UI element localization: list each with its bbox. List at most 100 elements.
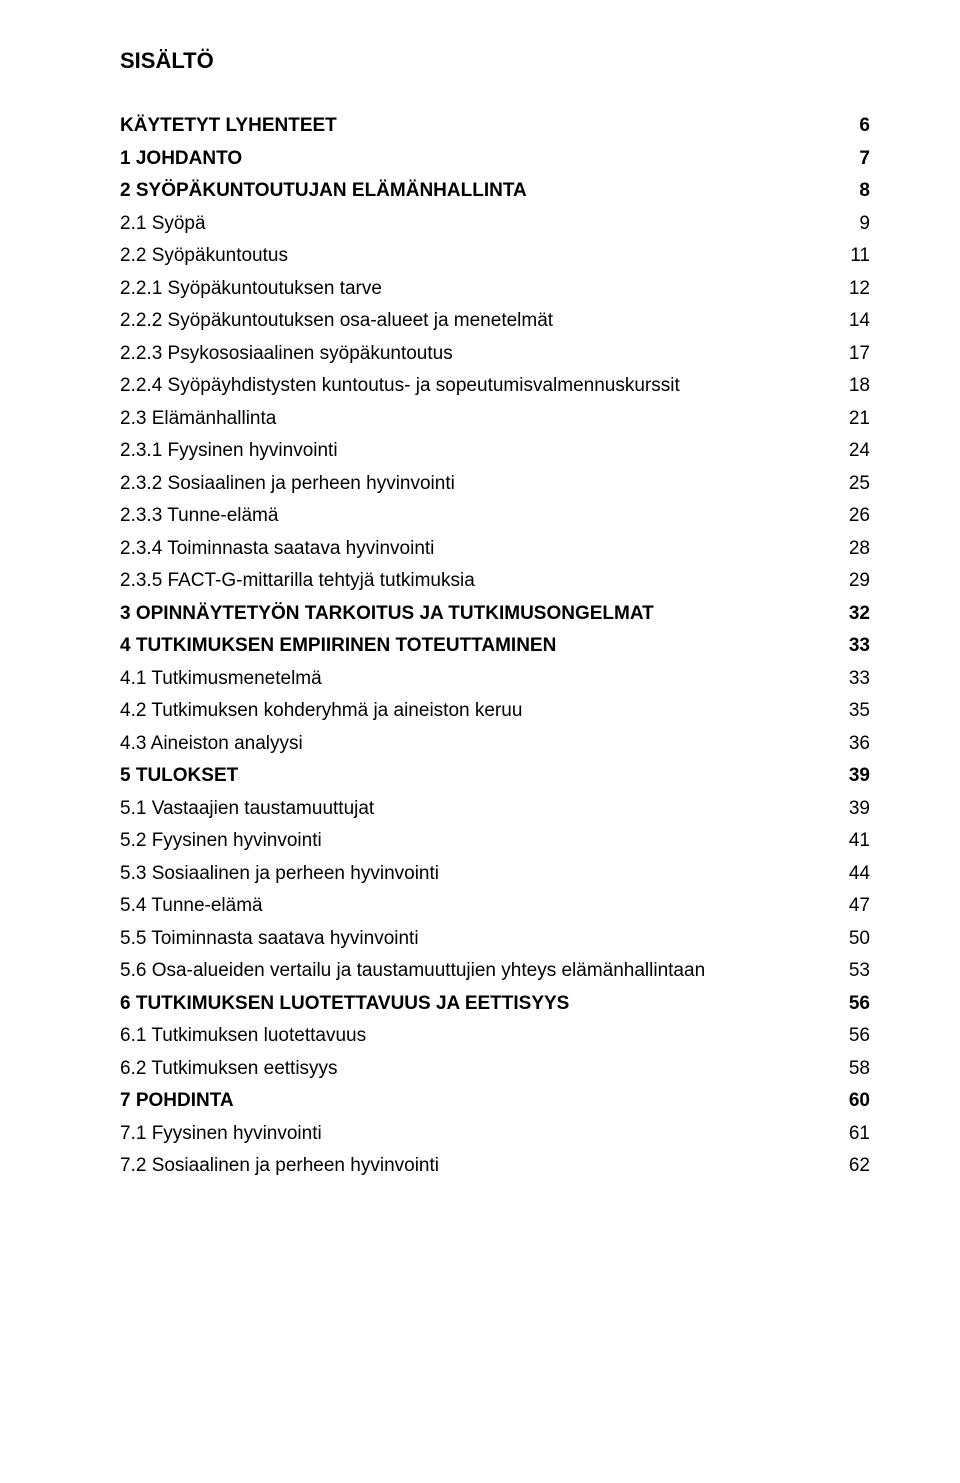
toc-label: 3 OPINNÄYTETYÖN TARKOITUS JA TUTKIMUSONG… [120, 604, 654, 623]
toc-label: 6 TUTKIMUKSEN LUOTETTAVUUS JA EETTISYYS [120, 994, 569, 1013]
toc-row: 5.5 Toiminnasta saatava hyvinvointi 50 [120, 929, 870, 948]
toc-row: 6.1 Tutkimuksen luotettavuus 56 [120, 1026, 870, 1045]
toc-label: 2.2 Syöpäkuntoutus [120, 246, 288, 265]
toc-label: 2.3.4 Toiminnasta saatava hyvinvointi [120, 539, 434, 558]
toc-page-number: 28 [834, 539, 870, 558]
toc-row: 4.3 Aineiston analyysi 36 [120, 734, 870, 753]
toc-page-number: 60 [834, 1091, 870, 1110]
toc-row: 2.3.5 FACT-G-mittarilla tehtyjä tutkimuk… [120, 571, 870, 590]
toc-page-number: 41 [834, 831, 870, 850]
toc-page-number: 58 [834, 1059, 870, 1078]
toc-page-number: 39 [834, 799, 870, 818]
toc-page-number: 21 [834, 409, 870, 428]
toc-label: 2 SYÖPÄKUNTOUTUJAN ELÄMÄNHALLINTA [120, 181, 527, 200]
toc-page-number: 56 [834, 1026, 870, 1045]
toc-page-number: 18 [834, 376, 870, 395]
toc-page-number: 39 [834, 766, 870, 785]
toc-page-number: 32 [834, 604, 870, 623]
toc-label: 4 TUTKIMUKSEN EMPIIRINEN TOTEUTTAMINEN [120, 636, 556, 655]
toc-row: 1 JOHDANTO 7 [120, 149, 870, 168]
toc-row: 5.3 Sosiaalinen ja perheen hyvinvointi 44 [120, 864, 870, 883]
toc-page-number: 29 [834, 571, 870, 590]
toc-label: 2.1 Syöpä [120, 214, 206, 233]
toc-row: 2.2.1 Syöpäkuntoutuksen tarve 12 [120, 279, 870, 298]
toc-row: 7.1 Fyysinen hyvinvointi 61 [120, 1124, 870, 1143]
toc-label: 2.2.1 Syöpäkuntoutuksen tarve [120, 279, 382, 298]
toc-label: 7.1 Fyysinen hyvinvointi [120, 1124, 322, 1143]
toc-row: 6 TUTKIMUKSEN LUOTETTAVUUS JA EETTISYYS 5… [120, 994, 870, 1013]
toc-label: 4.1 Tutkimusmenetelmä [120, 669, 322, 688]
toc-label: 2.3.1 Fyysinen hyvinvointi [120, 441, 338, 460]
toc-row: KÄYTETYT LYHENTEET 6 [120, 116, 870, 135]
toc-row: 5.2 Fyysinen hyvinvointi 41 [120, 831, 870, 850]
toc-page-number: 26 [834, 506, 870, 525]
toc-row: 2.2.4 Syöpäyhdistysten kuntoutus- ja sop… [120, 376, 870, 395]
toc-row: 5 TULOKSET 39 [120, 766, 870, 785]
toc-page-number: 11 [834, 246, 870, 265]
toc-label: 5.5 Toiminnasta saatava hyvinvointi [120, 929, 419, 948]
toc-page-number: 36 [834, 734, 870, 753]
toc-row: 2.3.4 Toiminnasta saatava hyvinvointi 28 [120, 539, 870, 558]
toc-page-number: 56 [834, 994, 870, 1013]
toc-row: 2.3.1 Fyysinen hyvinvointi 24 [120, 441, 870, 460]
toc-row: 7.2 Sosiaalinen ja perheen hyvinvointi62 [120, 1156, 870, 1175]
page-title: SISÄLTÖ [120, 48, 870, 74]
toc-row: 4.1 Tutkimusmenetelmä 33 [120, 669, 870, 688]
toc-row: 5.6 Osa-alueiden vertailu ja taustamuutt… [120, 961, 870, 980]
toc-row: 2.1 Syöpä 9 [120, 214, 870, 233]
toc-label: 5 TULOKSET [120, 766, 238, 785]
toc-page-number: 8 [834, 181, 870, 200]
toc-page-number: 17 [834, 344, 870, 363]
toc-page-number: 12 [834, 279, 870, 298]
toc-row: 6.2 Tutkimuksen eettisyys 58 [120, 1059, 870, 1078]
toc-page-number: 35 [834, 701, 870, 720]
toc-page-number: 14 [834, 311, 870, 330]
toc-label: 5.1 Vastaajien taustamuuttujat [120, 799, 374, 818]
toc-row: 2.2.3 Psykososiaalinen syöpäkuntoutus 17 [120, 344, 870, 363]
toc-page-number: 44 [834, 864, 870, 883]
toc-page-number: 9 [834, 214, 870, 233]
toc-page-number: 25 [834, 474, 870, 493]
toc-page-number: 33 [834, 636, 870, 655]
toc-label: 5.4 Tunne-elämä [120, 896, 263, 915]
toc-label: 7 POHDINTA [120, 1091, 234, 1110]
toc-row: 5.1 Vastaajien taustamuuttujat 39 [120, 799, 870, 818]
toc-label: 2.3 Elämänhallinta [120, 409, 276, 428]
toc-page-number: 24 [834, 441, 870, 460]
toc-page-number: 33 [834, 669, 870, 688]
toc-page-number: 62 [834, 1156, 870, 1175]
toc-row: 7 POHDINTA 60 [120, 1091, 870, 1110]
toc-page-number: 50 [834, 929, 870, 948]
toc-row: 5.4 Tunne-elämä 47 [120, 896, 870, 915]
toc-label: 2.2.3 Psykososiaalinen syöpäkuntoutus [120, 344, 453, 363]
toc-row: 2.3.3 Tunne-elämä 26 [120, 506, 870, 525]
toc-label: 5.6 Osa-alueiden vertailu ja taustamuutt… [120, 961, 705, 980]
toc-label: 5.3 Sosiaalinen ja perheen hyvinvointi [120, 864, 439, 883]
toc-label: 4.2 Tutkimuksen kohderyhmä ja aineiston … [120, 701, 522, 720]
toc-list: KÄYTETYT LYHENTEET 6 1 JOHDANTO 7 2 SYÖPÄKUN… [120, 116, 870, 1175]
toc-page-number: 7 [834, 149, 870, 168]
toc-row: 2 SYÖPÄKUNTOUTUJAN ELÄMÄNHALLINTA 8 [120, 181, 870, 200]
toc-row: 2.3.2 Sosiaalinen ja perheen hyvinvointi… [120, 474, 870, 493]
toc-label: 2.2.2 Syöpäkuntoutuksen osa-alueet ja me… [120, 311, 553, 330]
toc-row: 4 TUTKIMUKSEN EMPIIRINEN TOTEUTTAMINEN 33 [120, 636, 870, 655]
toc-row: 2.2.2 Syöpäkuntoutuksen osa-alueet ja me… [120, 311, 870, 330]
toc-page-number: 6 [834, 116, 870, 135]
toc-page-number: 61 [834, 1124, 870, 1143]
toc-label: 5.2 Fyysinen hyvinvointi [120, 831, 322, 850]
toc-label: 6.1 Tutkimuksen luotettavuus [120, 1026, 366, 1045]
toc-label: 6.2 Tutkimuksen eettisyys [120, 1059, 338, 1078]
toc-row: 2.2 Syöpäkuntoutus 11 [120, 246, 870, 265]
toc-label: 2.2.4 Syöpäyhdistysten kuntoutus- ja sop… [120, 376, 680, 395]
toc-label: 2.3.5 FACT-G-mittarilla tehtyjä tutkimuk… [120, 571, 475, 590]
toc-label: 2.3.2 Sosiaalinen ja perheen hyvinvointi [120, 474, 455, 493]
toc-row: 2.3 Elämänhallinta 21 [120, 409, 870, 428]
toc-label: KÄYTETYT LYHENTEET [120, 116, 337, 135]
toc-row: 4.2 Tutkimuksen kohderyhmä ja aineiston … [120, 701, 870, 720]
toc-row: 3 OPINNÄYTETYÖN TARKOITUS JA TUTKIMUSONG… [120, 604, 870, 623]
toc-label: 4.3 Aineiston analyysi [120, 734, 303, 753]
toc-page-number: 53 [834, 961, 870, 980]
toc-label: 1 JOHDANTO [120, 149, 242, 168]
toc-page-number: 47 [834, 896, 870, 915]
toc-label: 2.3.3 Tunne-elämä [120, 506, 278, 525]
